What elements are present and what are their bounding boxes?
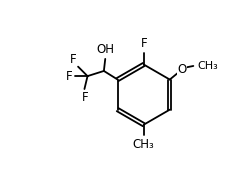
- Text: F: F: [140, 37, 146, 50]
- Text: CH₃: CH₃: [132, 138, 154, 152]
- Text: O: O: [177, 63, 186, 76]
- Text: F: F: [66, 70, 72, 83]
- Text: CH₃: CH₃: [197, 61, 217, 71]
- Text: F: F: [69, 53, 76, 66]
- Text: F: F: [81, 91, 88, 104]
- Text: OH: OH: [96, 43, 114, 56]
